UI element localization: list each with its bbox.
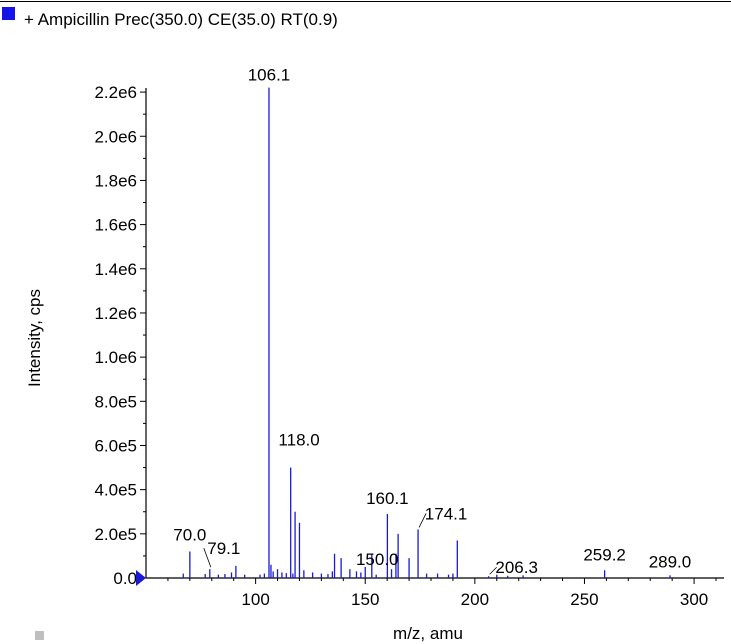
x-tick-label: 200	[461, 590, 489, 609]
peak-labels: 106.1 70.079.1 118.0 150.0 160.1 174.1 206.3 25…	[173, 66, 691, 578]
legend-label: + Ampicillin Prec(350.0) CE(35.0) RT(0.9…	[24, 10, 338, 29]
peak-label: 118.0	[278, 431, 319, 450]
peak-label-leader	[203, 548, 212, 568]
peak-label: 106.1	[248, 66, 291, 85]
x-tick-label: 100	[241, 590, 269, 609]
y-tick-label: 0.0	[113, 569, 137, 588]
peak-label: 174.1	[425, 504, 468, 523]
peak-label: 206.3	[495, 558, 538, 577]
baseline-marker-icon	[136, 570, 146, 586]
spectrum-bars	[182, 87, 671, 578]
y-tick-label: 1.0e6	[94, 348, 137, 367]
peak-label: 259.2	[583, 545, 626, 564]
peak-label: 70.0	[173, 525, 206, 544]
peak-label: 289.0	[649, 552, 692, 571]
y-tick-label: 2.0e6	[94, 127, 137, 146]
y-tick-label: 1.8e6	[94, 171, 137, 190]
peak-label: 79.1	[207, 539, 240, 558]
y-tick-label: 1.2e6	[94, 304, 137, 323]
y-tick-label: 4.0e5	[94, 481, 137, 500]
small-square-icon	[35, 631, 44, 640]
x-tick-label: 300	[680, 590, 708, 609]
x-axis-label: m/z, amu	[393, 624, 463, 643]
y-tick-label: 2.0e5	[94, 525, 137, 544]
peak-label-leader	[418, 513, 427, 528]
x-tick-label: 250	[570, 590, 598, 609]
y-tick-label: 2.2e6	[94, 83, 137, 102]
peak-label-leader	[489, 566, 497, 575]
x-tick-label: 150	[351, 590, 379, 609]
y-tick-label: 1.6e6	[94, 216, 137, 235]
peak-label: 160.1	[366, 489, 409, 508]
legend-swatch	[2, 7, 15, 20]
axes: 0.0 2.0e5 4.0e5 6.0e5 8.0e5 1.0e6 1.2e6 1.4e6 1.…	[94, 83, 724, 609]
y-tick-label: 8.0e5	[94, 392, 137, 411]
y-axis-label: Intensity, cps	[25, 289, 44, 387]
peak-label: 150.0	[356, 550, 399, 569]
y-tick-label: 6.0e5	[94, 436, 137, 455]
y-tick-label: 1.4e6	[94, 260, 137, 279]
